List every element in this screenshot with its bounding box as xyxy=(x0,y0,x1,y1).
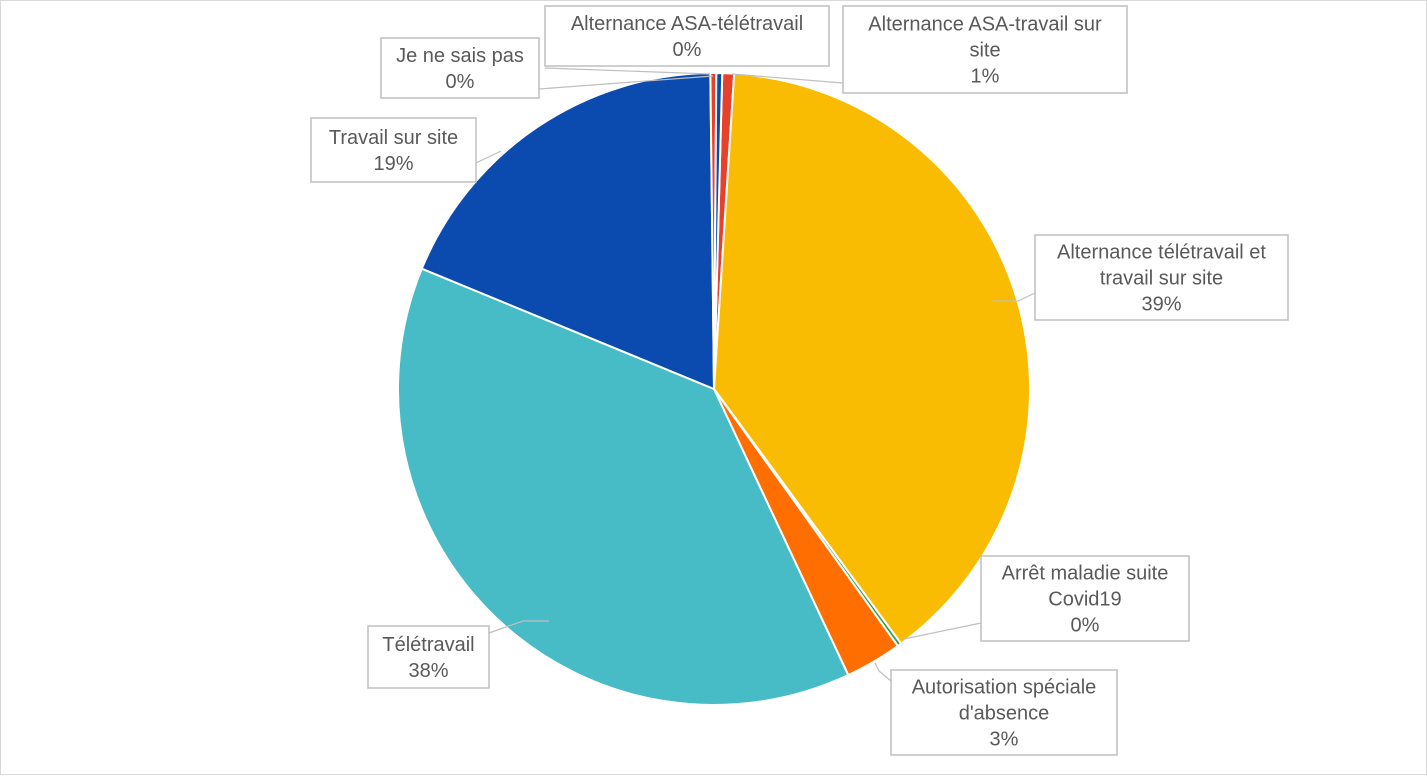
data-label-category: Covid19 xyxy=(1048,589,1121,611)
leader-line xyxy=(544,67,711,75)
leader-line xyxy=(993,292,1036,302)
data-label-category: Je ne sais pas xyxy=(396,45,524,67)
data-label: Alternance ASA-télétravail 0% xyxy=(544,5,830,67)
pie-slice xyxy=(712,72,1031,646)
data-label-percent: 38% xyxy=(408,660,448,682)
data-label-percent: 19% xyxy=(373,153,413,175)
data-label-category: Autorisation spéciale xyxy=(912,677,1097,699)
data-label-box xyxy=(980,555,1190,642)
data-label-box xyxy=(1034,234,1289,321)
data-label-box xyxy=(310,117,477,183)
data-label-category: Télétravail xyxy=(382,634,474,656)
data-label-category: Travail sur site xyxy=(329,127,458,149)
data-label: Alternance télétravail et travail sur sit… xyxy=(1034,234,1289,321)
data-label-percent: 3% xyxy=(990,729,1019,751)
data-label: Télétravail 38% xyxy=(367,625,490,689)
data-label-category: site xyxy=(969,40,1000,62)
pie-slice xyxy=(420,72,716,391)
data-label-percent: 0% xyxy=(673,39,702,61)
data-label-category: d'absence xyxy=(959,703,1050,725)
data-label-percent: 0% xyxy=(446,71,475,93)
data-label-box xyxy=(842,5,1128,94)
data-label-percent: 1% xyxy=(971,66,1000,88)
data-label-category: Alternance ASA-travail sur xyxy=(868,14,1102,36)
data-label-category: Arrêt maladie suite xyxy=(1002,563,1169,585)
leader-lines xyxy=(475,67,1036,682)
pie-slice xyxy=(397,267,850,706)
data-label: Je ne sais pas 0% xyxy=(380,37,540,99)
data-label-percent: 39% xyxy=(1141,294,1181,316)
data-label-box xyxy=(890,669,1118,756)
data-label: Autorisation spéciale d'absence 3% xyxy=(890,669,1118,756)
pie-slice xyxy=(713,72,724,390)
pie-slices xyxy=(397,72,1031,706)
data-label-percent: 0% xyxy=(1071,615,1100,637)
leader-line xyxy=(731,73,844,84)
data-label-box xyxy=(380,37,540,99)
data-label-category: travail sur site xyxy=(1100,268,1223,290)
data-label-category: Alternance télétravail et xyxy=(1057,242,1266,264)
leader-line xyxy=(488,620,549,634)
leader-line xyxy=(874,662,892,682)
leader-line xyxy=(903,622,982,640)
data-label-category: Alternance ASA-télétravail xyxy=(571,13,803,35)
data-label: Travail sur site 19% xyxy=(310,117,477,183)
data-label: Alternance ASA-travail sur site 1% xyxy=(842,5,1128,94)
data-label-box xyxy=(544,5,830,67)
data-label-box xyxy=(367,625,490,689)
data-label: Arrêt maladie suite Covid19 0% xyxy=(980,555,1190,642)
leader-line xyxy=(475,150,502,164)
leader-line xyxy=(538,75,714,90)
